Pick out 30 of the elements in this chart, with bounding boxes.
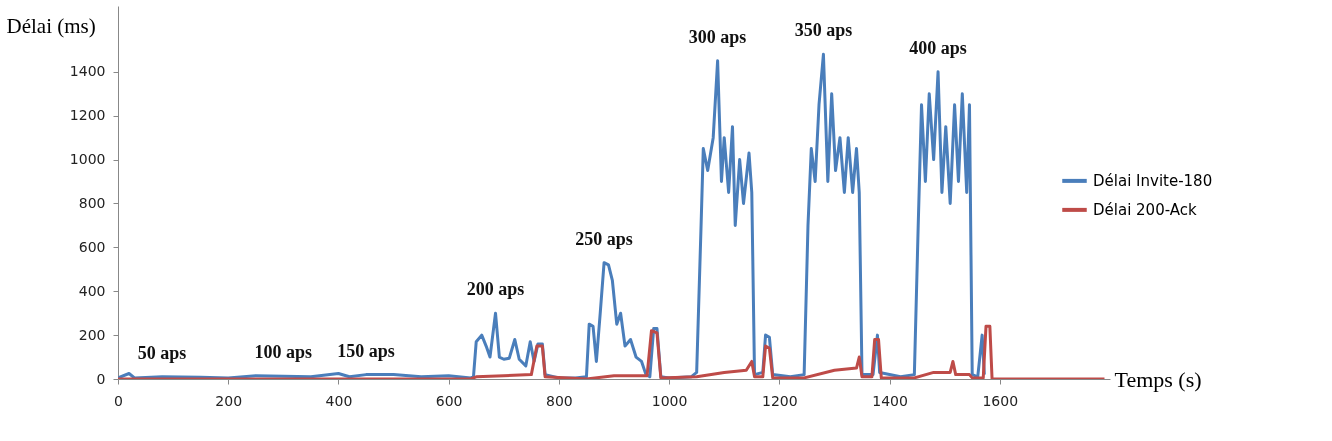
- y-tick-label: 200: [78, 326, 106, 343]
- x-tick-label: 800: [546, 392, 573, 409]
- annotation: 200 aps: [466, 279, 525, 300]
- y-axis-title: Délai (ms): [6, 13, 96, 38]
- y-tick-label: 1400: [69, 63, 106, 80]
- x-tick-label: 1600: [982, 392, 1019, 409]
- annotation: 250 aps: [575, 228, 633, 249]
- x-axis-title: Temps (s): [1114, 366, 1202, 392]
- annotation: 300 aps: [688, 26, 747, 47]
- x-tick-label: 1200: [762, 392, 798, 409]
- annotation: 400 aps: [909, 37, 967, 58]
- y-tick-label: 800: [78, 194, 106, 211]
- legend-label: Délai Invite-180: [1093, 171, 1213, 190]
- annotation: 350 aps: [794, 20, 853, 41]
- legend-label: Délai 200-Ack: [1093, 200, 1198, 219]
- y-tick-label: 1000: [69, 151, 106, 168]
- annotation: 50 aps: [137, 342, 187, 363]
- y-tick-label: 1200: [69, 107, 106, 124]
- x-tick-label: 1000: [651, 392, 688, 409]
- x-tick-label: 0: [114, 392, 123, 409]
- y-tick-label: 600: [78, 238, 106, 255]
- x-tick-label: 400: [325, 392, 353, 409]
- x-tick-label: 1400: [872, 392, 908, 409]
- annotation: 150 aps: [337, 340, 395, 361]
- annotation: 100 aps: [254, 342, 313, 363]
- y-tick-label: 400: [78, 282, 106, 299]
- x-tick-label: 600: [435, 392, 463, 409]
- x-tick-label: 200: [215, 392, 243, 409]
- y-tick-label: 0: [96, 370, 106, 387]
- line-series: [118, 324, 1106, 379]
